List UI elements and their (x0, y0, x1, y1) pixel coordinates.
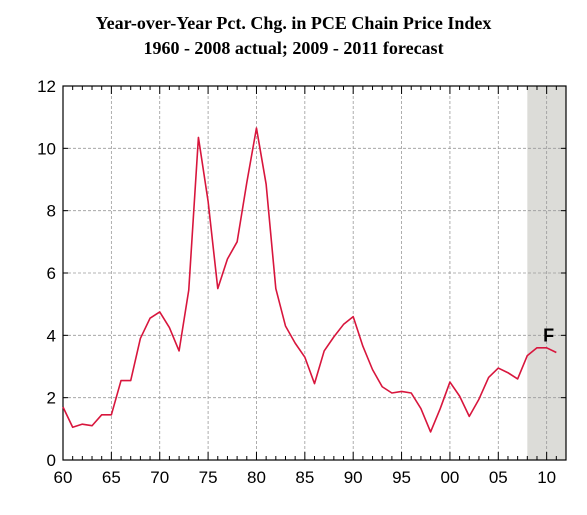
x-tick-label: 10 (537, 468, 556, 487)
x-tick-label: 60 (54, 468, 73, 487)
x-tick-label: 00 (440, 468, 459, 487)
y-tick-label: 2 (47, 389, 56, 408)
y-tick-label: 0 (47, 451, 56, 470)
chart-title: Year-over-Year Pct. Chg. in PCE Chain Pr… (95, 13, 492, 33)
y-tick-label: 10 (37, 139, 56, 158)
x-tick-label: 65 (102, 468, 121, 487)
y-tick-label: 8 (47, 202, 56, 221)
x-tick-label: 95 (392, 468, 411, 487)
y-tick-label: 12 (37, 77, 56, 96)
x-tick-label: 70 (150, 468, 169, 487)
x-tick-label: 85 (295, 468, 314, 487)
forecast-label: F (543, 325, 554, 345)
x-tick-label: 90 (344, 468, 363, 487)
y-tick-label: 4 (47, 326, 56, 345)
x-tick-label: 05 (489, 468, 508, 487)
y-tick-label: 6 (47, 264, 56, 283)
x-tick-label: 75 (199, 468, 218, 487)
x-tick-label: 80 (247, 468, 266, 487)
series-line (62, 127, 557, 433)
chart-subtitle: 1960 - 2008 actual; 2009 - 2011 forecast (143, 38, 444, 58)
